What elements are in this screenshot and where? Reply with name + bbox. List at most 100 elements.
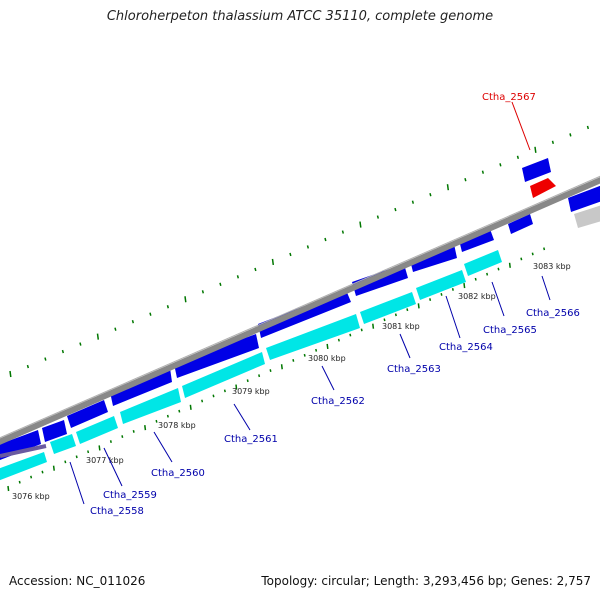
gene-arrow-reverse[interactable] (464, 250, 502, 276)
inner-tick (109, 440, 112, 444)
gene-label[interactable]: Ctha_2563 (387, 364, 441, 375)
outer-tick (324, 237, 327, 242)
inner-tick (235, 384, 238, 390)
gene-arrow-other[interactable] (574, 204, 600, 228)
outer-tick (429, 192, 432, 197)
inner-tick (394, 313, 397, 317)
inner-tick (463, 282, 466, 289)
inner-tick (189, 404, 192, 410)
inner-tick (269, 369, 272, 372)
inner-tick (52, 465, 55, 471)
inner-tick (383, 318, 386, 322)
gene-callout-line (491, 281, 505, 317)
gene-arrow-reverse[interactable] (360, 292, 416, 324)
gene-arrow-forward[interactable] (459, 229, 494, 252)
inner-tick (7, 485, 10, 492)
gene-arrow-reverse[interactable] (76, 416, 118, 444)
gene-arrow-reverse[interactable] (416, 270, 466, 300)
inner-tick (30, 475, 33, 479)
gene-label[interactable]: Ctha_2567 (482, 92, 536, 103)
outer-tick (61, 349, 65, 354)
gene-callout-line (321, 365, 335, 391)
gene-arrow-forward[interactable] (67, 400, 108, 428)
inner-tick (258, 374, 261, 378)
gene-arrow-reverse[interactable] (266, 314, 360, 360)
inner-tick (440, 293, 443, 296)
kbp-tick-label: 3080 kbp (308, 354, 346, 363)
gene-arrow-forward[interactable] (174, 334, 259, 378)
gene-callout-line (541, 275, 551, 301)
inner-tick (315, 348, 318, 352)
inner-tick (246, 379, 249, 383)
inner-tick (223, 389, 226, 393)
inner-tick-ring (7, 247, 546, 492)
gene-label[interactable]: Ctha_2558 (90, 506, 144, 517)
kbp-tick-labels: 3076 kbp 3077 kbp 3078 kbp 3079 kbp 3080 kbp… (12, 262, 571, 501)
gene-callout-line (399, 333, 411, 359)
outer-tick (411, 200, 415, 204)
outer-tick (534, 146, 537, 153)
outer-tick (149, 312, 152, 316)
gene-callout-line (511, 101, 531, 151)
backbone (0, 175, 600, 458)
gene-arrow-reverse[interactable] (50, 434, 76, 454)
inner-tick (417, 303, 420, 309)
inner-tick (144, 425, 147, 431)
inner-tick (121, 435, 124, 438)
inner-tick (303, 353, 306, 357)
outer-tick (166, 305, 170, 309)
gene-arrow-reverse[interactable] (0, 452, 47, 482)
gene-arrow-forward[interactable] (522, 158, 551, 182)
outer-tick (359, 221, 362, 228)
inner-tick (155, 419, 158, 423)
gene-arrow-highlight[interactable] (530, 178, 556, 198)
outer-tick (376, 215, 380, 219)
kbp-tick-label: 3081 kbp (382, 322, 420, 331)
inner-tick (474, 277, 477, 281)
gene-arrow-reverse[interactable] (120, 388, 181, 424)
outer-tick (306, 245, 310, 249)
kbp-tick-label: 3079 kbp (232, 387, 270, 396)
accession-text: Accession: NC_011026 (9, 574, 146, 588)
gene-arrow-forward[interactable] (110, 368, 172, 406)
outer-tick (289, 252, 292, 257)
gene-label[interactable]: Ctha_2564 (439, 342, 493, 353)
gene-arrow-reverse[interactable] (182, 352, 265, 398)
gene-callout-line (153, 431, 173, 463)
gene-label[interactable]: Ctha_2565 (483, 325, 537, 336)
gene-label[interactable]: Ctha_2561 (224, 434, 278, 445)
inner-tick (87, 450, 90, 454)
kbp-tick-label: 3082 kbp (458, 292, 496, 301)
gene-label[interactable]: Ctha_2560 (151, 468, 205, 479)
inner-tick (166, 414, 169, 418)
outer-tick (446, 184, 450, 191)
outer-tick (394, 207, 397, 212)
gene-label[interactable]: Ctha_2566 (526, 308, 580, 319)
inner-tick (406, 308, 409, 312)
gene-arrow-forward[interactable] (568, 184, 600, 212)
outer-tick (131, 319, 135, 324)
gene-arrow-forward[interactable] (42, 420, 67, 442)
gene-label[interactable]: Ctha_2562 (311, 396, 365, 407)
outer-tick (44, 357, 47, 361)
map-title: Chloroherpeton thalassium ATCC 35110, co… (106, 9, 494, 24)
gene-label[interactable]: Ctha_2559 (103, 490, 157, 501)
outer-tick (551, 140, 555, 145)
outer-tick (271, 258, 275, 266)
outer-tick (499, 163, 502, 167)
inner-tick (486, 272, 489, 276)
inner-tick (360, 328, 363, 332)
inner-tick (337, 338, 340, 342)
outer-tick (79, 342, 82, 346)
inner-tick (201, 399, 204, 403)
outer-tick-ring (9, 125, 590, 378)
inner-tick (326, 343, 329, 350)
gene-arrow-forward[interactable] (508, 214, 533, 234)
outer-tick (219, 282, 222, 287)
outer-tick (26, 364, 30, 369)
kbp-tick-label: 3078 kbp (158, 421, 196, 430)
inner-tick (508, 262, 511, 268)
outer-tick (516, 155, 520, 159)
outer-tick (96, 333, 100, 340)
